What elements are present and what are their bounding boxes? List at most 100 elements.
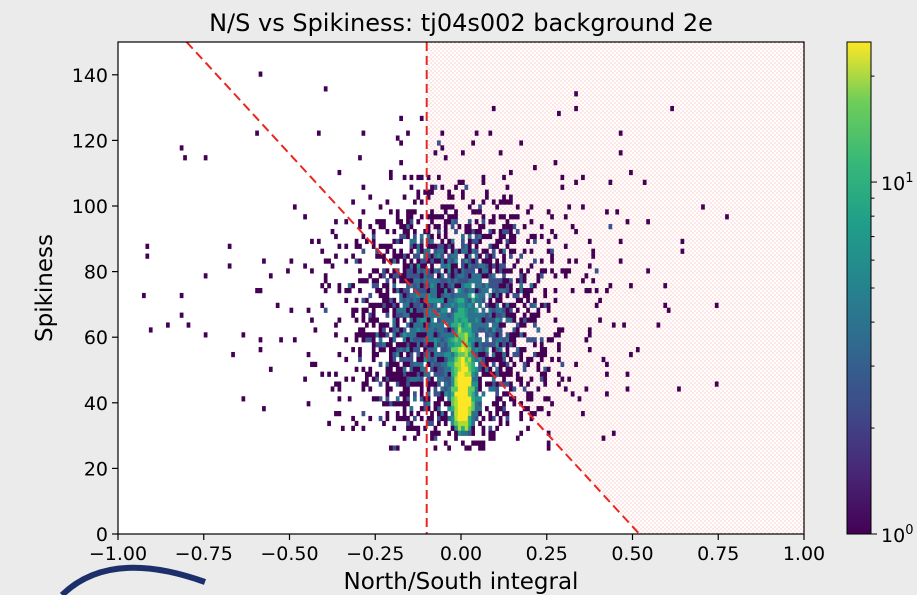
hist-bin	[447, 366, 452, 372]
hist-bin	[426, 342, 431, 348]
hist-bin	[581, 204, 585, 210]
hist-bin	[433, 288, 438, 294]
hist-bin	[577, 396, 582, 402]
hist-bin	[543, 396, 548, 402]
hist-bin	[392, 376, 397, 382]
hist-bin	[467, 347, 472, 353]
hist-bin	[443, 233, 448, 240]
hist-bin	[512, 263, 517, 269]
hist-bin	[519, 351, 524, 358]
hist-bin	[471, 430, 476, 436]
hist-bin	[447, 356, 452, 363]
hist-bin	[364, 307, 369, 313]
hist-bin	[550, 337, 554, 343]
hist-bin	[509, 356, 513, 363]
hist-bin	[361, 130, 366, 136]
hist-bin	[519, 332, 524, 338]
hist-bin	[502, 351, 506, 358]
hist-bin	[474, 307, 479, 313]
hist-bin	[450, 332, 455, 338]
hist-bin	[409, 347, 414, 353]
hist-bin	[145, 243, 150, 249]
hist-bin	[474, 219, 479, 225]
hist-bin	[416, 361, 421, 368]
hist-bin	[371, 356, 376, 363]
hist-bin	[316, 238, 321, 245]
hist-bin	[426, 268, 431, 274]
hist-bin	[509, 283, 513, 289]
hist-bin	[474, 381, 479, 387]
hist-bin	[450, 415, 455, 422]
hist-bin	[485, 248, 489, 254]
hist-bin	[443, 224, 448, 230]
hist-bin	[354, 258, 359, 264]
hist-bin	[183, 155, 187, 161]
hist-bin	[402, 273, 407, 279]
hist-bin	[406, 273, 410, 279]
hist-bin	[478, 376, 482, 382]
hist-bin	[443, 332, 448, 338]
hist-bin	[436, 381, 441, 387]
hist-bin	[371, 342, 376, 348]
hist-bin	[412, 332, 417, 338]
hist-bin	[491, 322, 496, 328]
hist-bin	[330, 263, 335, 269]
y-tick-label: 100	[72, 196, 108, 218]
hist-bin	[203, 273, 208, 279]
hist-bin	[464, 327, 469, 333]
hist-bin	[447, 445, 452, 451]
hist-bin	[436, 233, 441, 240]
hist-bin	[457, 332, 462, 338]
hist-bin	[392, 312, 397, 318]
hist-bin	[382, 307, 386, 313]
hist-bin	[450, 312, 455, 318]
hist-bin	[337, 351, 342, 358]
hist-bin	[464, 381, 469, 387]
hist-bin	[481, 356, 486, 363]
hist-bin	[388, 376, 393, 382]
hist-bin	[409, 238, 414, 245]
hist-bin	[320, 283, 325, 289]
hist-bin	[443, 278, 448, 284]
hist-bin	[412, 233, 417, 240]
hist-bin	[406, 302, 410, 308]
y-tick-label: 120	[72, 130, 108, 152]
hist-bin	[430, 209, 434, 215]
hist-bin	[478, 283, 482, 289]
hist-bin	[443, 386, 448, 392]
hist-bin	[457, 248, 462, 254]
hist-bin	[509, 366, 513, 372]
hist-bin	[522, 347, 527, 353]
hist-bin	[485, 366, 489, 372]
hist-bin	[488, 263, 493, 269]
hist-bin	[509, 248, 513, 254]
hist-bin	[515, 288, 520, 294]
hist-bin	[433, 445, 438, 451]
hist-bin	[426, 337, 431, 343]
hist-bin	[457, 288, 462, 294]
colorbar-tick-label: 101	[881, 171, 913, 195]
hist-bin	[570, 224, 575, 230]
hist-bin	[419, 406, 424, 412]
hist-bin	[546, 248, 551, 254]
hist-bin	[419, 214, 424, 220]
hist-bin	[450, 351, 455, 358]
hist-bin	[618, 238, 623, 245]
hist-bin	[406, 307, 410, 313]
hist-bin	[388, 337, 393, 343]
hist-bin	[385, 342, 390, 348]
hist-bin	[423, 366, 427, 372]
hist-bin	[488, 342, 493, 348]
hist-bin	[423, 302, 427, 308]
hist-bin	[495, 332, 500, 338]
hist-bin	[515, 322, 520, 328]
hist-bin	[522, 312, 527, 318]
hist-bin	[354, 297, 359, 304]
hist-bin	[368, 386, 373, 392]
hist-bin	[457, 386, 462, 392]
hist-bin	[464, 386, 469, 392]
hist-bin	[495, 381, 500, 387]
hist-bin	[454, 396, 458, 402]
hist-bin	[430, 219, 434, 225]
hist-bin	[491, 219, 496, 225]
